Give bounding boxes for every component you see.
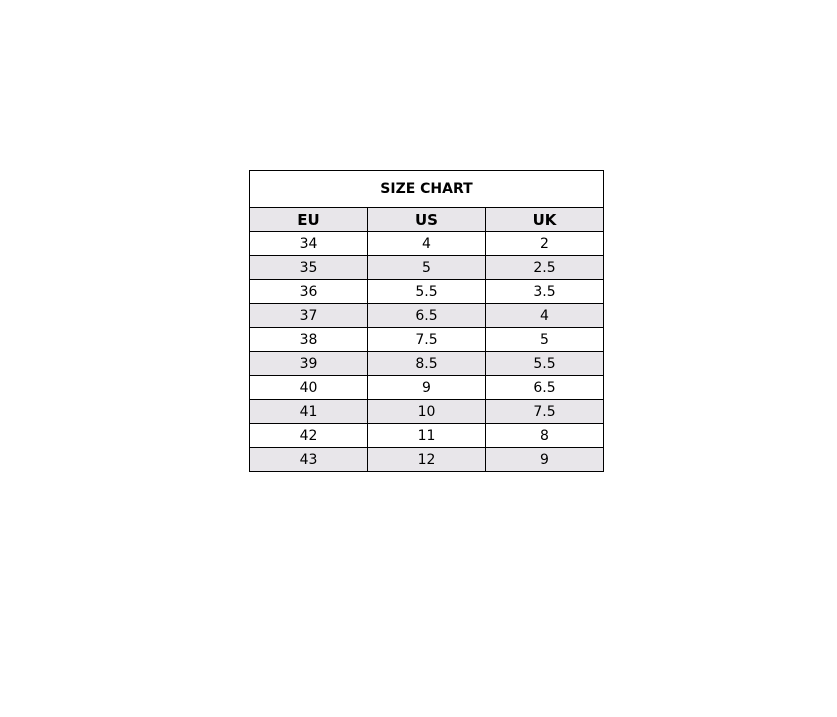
table-row: 43 12 9 [249, 447, 604, 472]
cell-us: 5 [367, 255, 486, 280]
cell-uk: 2 [485, 231, 604, 256]
header-row: EU US UK [249, 207, 604, 232]
cell-eu: 34 [249, 231, 368, 256]
cell-uk: 6.5 [485, 375, 604, 400]
cell-eu: 41 [249, 399, 368, 424]
cell-us: 4 [367, 231, 486, 256]
cell-us: 10 [367, 399, 486, 424]
cell-us: 6.5 [367, 303, 486, 328]
cell-eu: 39 [249, 351, 368, 376]
table-row: 41 10 7.5 [249, 399, 604, 424]
table-row: 35 5 2.5 [249, 255, 604, 280]
size-chart-table: SIZE CHART EU US UK 34 4 2 35 5 2.5 36 5.5 3.5 37… [249, 170, 604, 472]
table-title: SIZE CHART [249, 170, 604, 208]
cell-uk: 7.5 [485, 399, 604, 424]
cell-eu: 42 [249, 423, 368, 448]
cell-us: 5.5 [367, 279, 486, 304]
table-row: 39 8.5 5.5 [249, 351, 604, 376]
cell-uk: 8 [485, 423, 604, 448]
cell-us: 7.5 [367, 327, 486, 352]
table-row: 40 9 6.5 [249, 375, 604, 400]
cell-eu: 35 [249, 255, 368, 280]
cell-us: 12 [367, 447, 486, 472]
table-row: 42 11 8 [249, 423, 604, 448]
cell-uk: 9 [485, 447, 604, 472]
cell-uk: 5 [485, 327, 604, 352]
cell-uk: 5.5 [485, 351, 604, 376]
table-row: 38 7.5 5 [249, 327, 604, 352]
cell-uk: 3.5 [485, 279, 604, 304]
cell-uk: 2.5 [485, 255, 604, 280]
cell-us: 9 [367, 375, 486, 400]
cell-us: 11 [367, 423, 486, 448]
cell-eu: 43 [249, 447, 368, 472]
cell-eu: 36 [249, 279, 368, 304]
cell-eu: 40 [249, 375, 368, 400]
cell-us: 8.5 [367, 351, 486, 376]
header-us: US [367, 207, 486, 232]
cell-eu: 38 [249, 327, 368, 352]
table-row: 34 4 2 [249, 231, 604, 256]
cell-uk: 4 [485, 303, 604, 328]
header-uk: UK [485, 207, 604, 232]
cell-eu: 37 [249, 303, 368, 328]
table-row: 36 5.5 3.5 [249, 279, 604, 304]
header-eu: EU [249, 207, 368, 232]
table-row: 37 6.5 4 [249, 303, 604, 328]
